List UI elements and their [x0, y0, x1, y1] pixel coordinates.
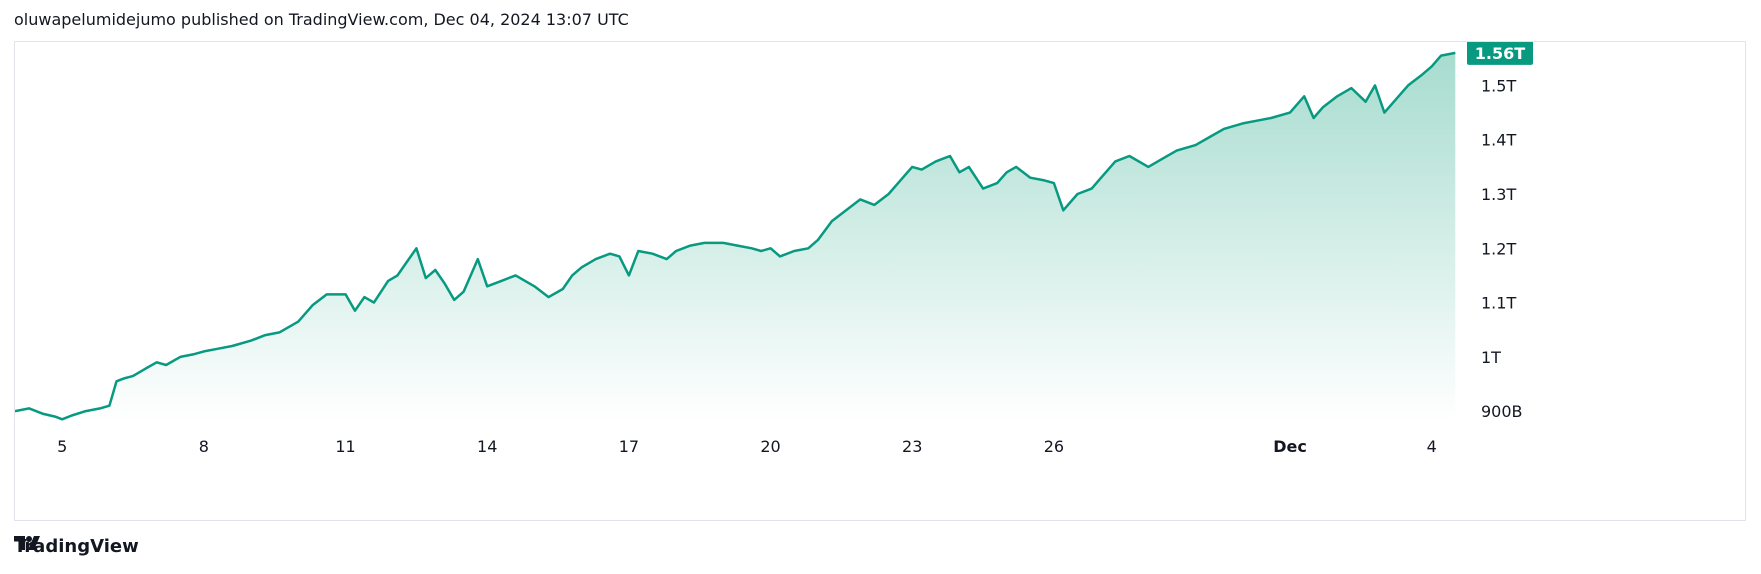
x-tick-label: 17: [619, 437, 639, 456]
last-value-label: 1.56T: [1475, 44, 1525, 63]
x-tick-label: 11: [335, 437, 355, 456]
area-fill: [15, 52, 1456, 423]
chart-frame[interactable]: 1.5T 1.4T 1.3T 1.2T 1.1T 1T 900B 5 8 11 14 17 20 23 2…: [14, 41, 1746, 521]
x-tick-label: 26: [1044, 437, 1064, 456]
chart-price-line: [15, 51, 1456, 421]
y-tick-label: 1.5T: [1481, 76, 1516, 95]
y-tick-label: 1.1T: [1481, 294, 1516, 313]
x-axis: 5 8 11 14 17 20 23 26 Dec 4: [57, 437, 1437, 456]
x-tick-label: 23: [902, 437, 922, 456]
chart-area-fill: [15, 52, 1456, 423]
y-tick-label: 1T: [1481, 348, 1501, 367]
x-tick-label: 5: [57, 437, 67, 456]
publish-info-header: oluwapelumidejumo published on TradingVi…: [14, 10, 629, 29]
x-tick-label: 20: [760, 437, 780, 456]
y-tick-label: 1.4T: [1481, 131, 1516, 150]
y-axis: 1.5T 1.4T 1.3T 1.2T 1.1T 1T 900B: [1481, 76, 1523, 421]
last-value-badge-bg: [1467, 42, 1533, 65]
tradingview-logo[interactable]: TradingView: [14, 536, 139, 557]
last-value-badge: 1.56T: [1467, 42, 1533, 65]
x-tick-label: 8: [199, 437, 209, 456]
tradingview-logo-icon: [14, 536, 40, 550]
tradingview-logo-text: TradingView: [14, 536, 139, 557]
area-chart: 1.5T 1.4T 1.3T 1.2T 1.1T 1T 900B 5 8 11 14 17 20 23 2…: [15, 42, 1533, 456]
y-tick-label: 1.2T: [1481, 239, 1516, 258]
series-line: [15, 51, 1456, 421]
x-tick-label: Dec: [1273, 437, 1307, 456]
x-tick-label: 14: [477, 437, 497, 456]
x-tick-label: 4: [1427, 437, 1437, 456]
y-tick-label: 900B: [1481, 402, 1523, 421]
y-tick-label: 1.3T: [1481, 185, 1516, 204]
